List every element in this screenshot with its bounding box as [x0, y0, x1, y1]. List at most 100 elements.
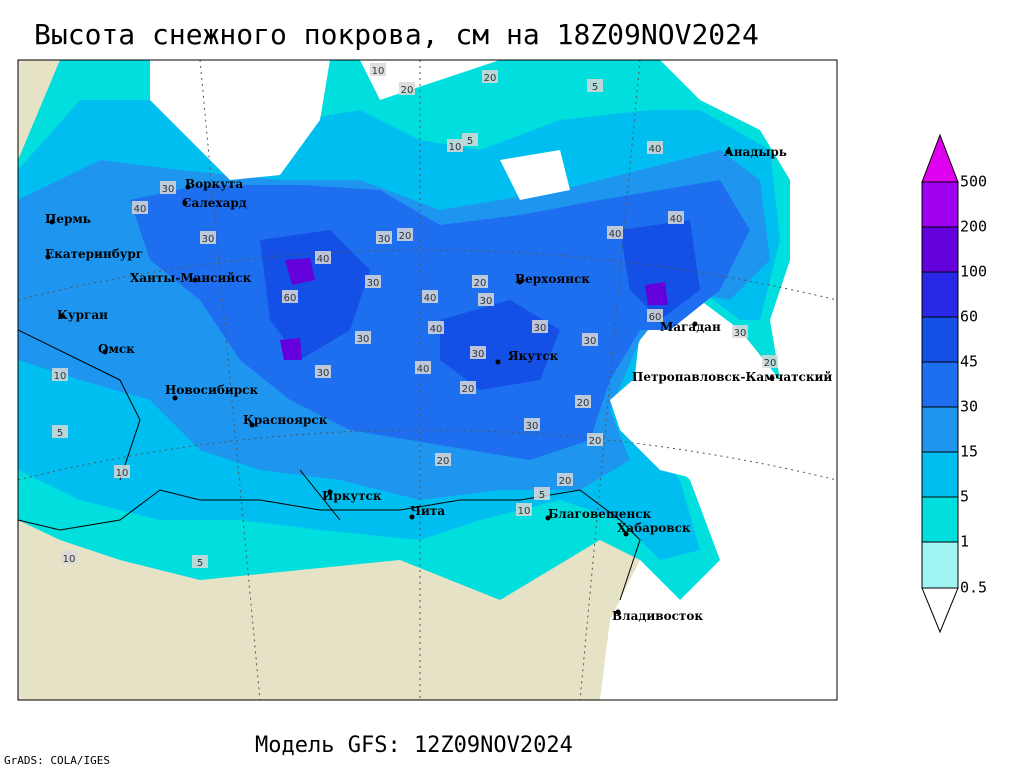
- city-label: Анадырь: [724, 145, 787, 159]
- contour-label: 10: [54, 371, 67, 382]
- contour-label: 40: [424, 293, 437, 304]
- contour-label: 30: [584, 336, 597, 347]
- contour-label-box: [575, 395, 591, 408]
- contour-label-box: [557, 473, 573, 486]
- city-label: Красноярск: [243, 413, 328, 427]
- city-label: Владивосток: [612, 609, 703, 623]
- contour-label-box: [365, 275, 381, 288]
- contour-label-box: [582, 333, 598, 346]
- contour-label: 30: [734, 328, 747, 339]
- contour-label: 20: [559, 476, 572, 487]
- contour-label-box: [200, 231, 216, 244]
- contour-label-box: [516, 503, 532, 516]
- contour-label: 5: [467, 136, 473, 147]
- city-label: Омск: [98, 342, 135, 356]
- contour-label: 20: [401, 85, 414, 96]
- city-label: Салехард: [182, 196, 247, 210]
- city-dot: [45, 254, 51, 260]
- contour-label-box: [470, 346, 486, 359]
- contour-label: 30: [162, 184, 175, 195]
- city-dot: [49, 219, 55, 225]
- contour-label: 30: [357, 334, 370, 345]
- colorbar-label: 15: [960, 443, 978, 461]
- city-label: Иркутск: [322, 489, 382, 503]
- city-dot: [517, 279, 523, 285]
- contour-label-box: [462, 133, 478, 146]
- contour-label: 10: [449, 142, 462, 153]
- contour-label: 20: [764, 358, 777, 369]
- contour-label-box: [114, 465, 130, 478]
- contour-label: 5: [539, 490, 545, 501]
- map-frame: [17, 59, 838, 701]
- city-dot: [327, 489, 333, 495]
- contour-label-box: [422, 290, 438, 303]
- contour-label-box: [472, 275, 488, 288]
- contour-label: 20: [474, 278, 487, 289]
- contour-label-box: [370, 63, 386, 76]
- seas: [150, 60, 837, 700]
- colorbar-label: 1: [960, 533, 969, 551]
- contour-label: 10: [518, 506, 531, 517]
- contour-label-box: [282, 290, 298, 303]
- city-label: Верхоянск: [515, 272, 590, 286]
- contour-label: 40: [430, 324, 443, 335]
- colorbar-label: 30: [960, 398, 978, 416]
- contour-label: 30: [202, 234, 215, 245]
- contour-label: 20: [577, 398, 590, 409]
- contour-label: 5: [57, 428, 63, 439]
- map-area: [18, 60, 837, 700]
- contour-label-box: [534, 487, 550, 500]
- colorbar-label: 200: [960, 218, 987, 236]
- city-dot: [545, 515, 551, 521]
- contour-label-box: [647, 309, 663, 322]
- colorbar-step: [921, 541, 959, 589]
- contour-label: 5: [592, 82, 598, 93]
- contour-label: 40: [417, 364, 430, 375]
- city-dot: [615, 609, 621, 615]
- contour-label: 30: [317, 368, 330, 379]
- city-dot: [769, 375, 775, 381]
- colorbar: [921, 133, 959, 634]
- contour-label-box: [61, 551, 77, 564]
- contour-label-box: [399, 82, 415, 95]
- colorbar-step: [921, 316, 959, 363]
- colorbar-step: [921, 361, 959, 408]
- colorbar-label: 45: [960, 353, 978, 371]
- contour-label: 40: [670, 214, 683, 225]
- contour-label-box: [532, 320, 548, 333]
- contour-label-box: [607, 226, 623, 239]
- contour-label-box: [52, 425, 68, 438]
- contour-label: 30: [378, 234, 391, 245]
- city-dot: [249, 422, 255, 428]
- colorbar-step: [921, 496, 959, 543]
- contour-label-box: [668, 211, 684, 224]
- city-label: Благовещенск: [548, 507, 652, 521]
- contour-label-box: [415, 361, 431, 374]
- contour-label: 10: [116, 468, 129, 479]
- contour-label-box: [447, 139, 463, 152]
- city-dot: [725, 149, 731, 155]
- colorbar-step: [921, 181, 959, 228]
- city-label: Воркута: [185, 177, 243, 191]
- colorbar-step: [921, 451, 959, 498]
- city-dot: [692, 321, 698, 327]
- contour-label-box: [587, 79, 603, 92]
- contour-label: 40: [317, 254, 330, 265]
- contour-label-box: [460, 381, 476, 394]
- city-dot: [623, 531, 629, 537]
- model-footer: Модель GFS: 12Z09NOV2024: [255, 733, 573, 758]
- contour-label: 30: [472, 349, 485, 360]
- city-dot: [192, 277, 198, 283]
- colorbar-label: 500: [960, 173, 987, 191]
- colorbar-label: 100: [960, 263, 987, 281]
- contour-label: 5: [197, 558, 203, 569]
- contour-label: 40: [609, 229, 622, 240]
- colorbar-label: 5: [960, 488, 969, 506]
- contour-label: 20: [589, 436, 602, 447]
- contour-label-box: [647, 141, 663, 154]
- graticule: [18, 60, 837, 700]
- city-dot: [172, 395, 178, 401]
- contour-label: 60: [284, 293, 297, 304]
- contour-label-box: [355, 331, 371, 344]
